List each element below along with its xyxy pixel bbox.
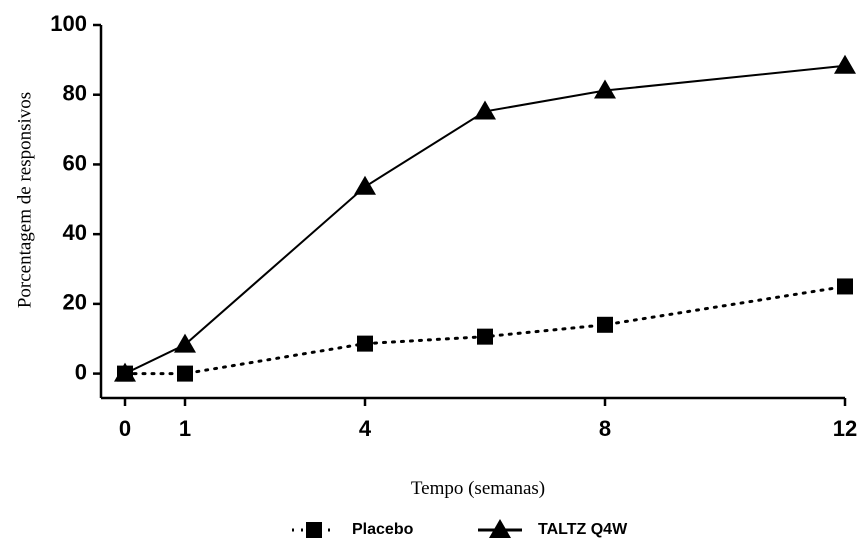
series-line [123,284,847,376]
data-point [597,316,613,333]
x-tick-label: 0 [119,416,131,441]
data-point [477,328,493,345]
x-tick-label: 1 [179,416,191,441]
legend-label: TALTZ Q4W [538,521,628,538]
data-point [837,278,853,295]
data-point [594,79,616,99]
x-tick-label: 4 [359,416,372,441]
legend-marker [306,522,322,538]
data-point [177,365,193,382]
y-tick-label: 0 [75,359,87,384]
y-tick-label: 60 [63,150,87,175]
y-tick-label: 100 [50,11,87,36]
y-tick-label: 20 [63,290,87,315]
data-point [354,175,376,195]
series-line [124,64,846,375]
y-tick-label: 80 [63,81,87,106]
x-axis-label: Tempo (semanas) [411,478,545,499]
x-tick-label: 12 [833,416,857,441]
data-point [357,335,373,352]
data-point [114,362,136,382]
data-point [474,100,496,120]
y-tick-label: 40 [63,220,87,245]
data-point [174,333,196,353]
x-tick-label: 8 [599,416,611,441]
legend-marker [489,519,511,538]
legend-label: Placebo [352,521,414,538]
y-axis-label: Porcentagem de responsivos [14,92,35,308]
data-point [834,54,856,74]
